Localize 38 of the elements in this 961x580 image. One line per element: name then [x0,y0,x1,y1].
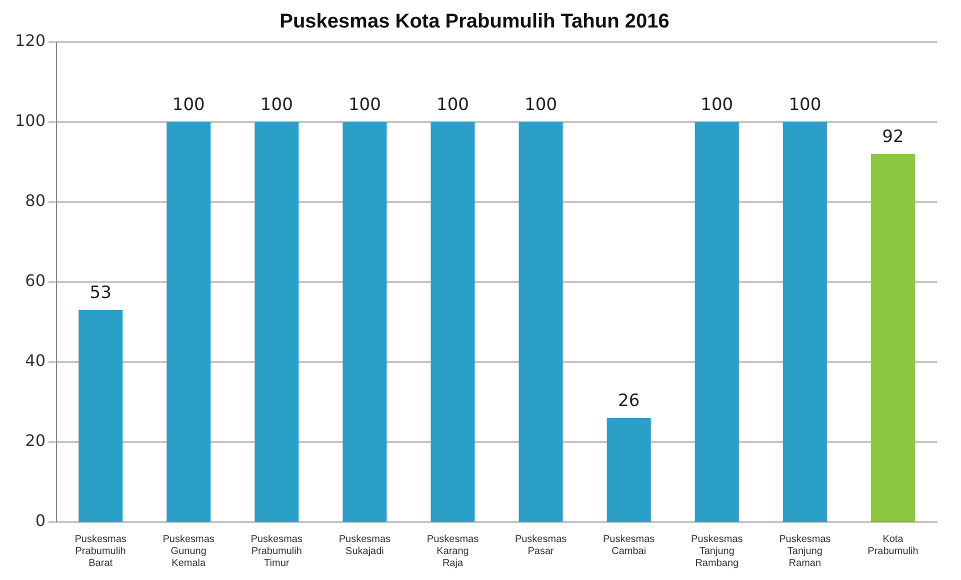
data-label: 100 [788,94,822,115]
y-tick-label: 0 [35,511,46,530]
x-tick-label: Puskesmas Tanjung Rambang [691,534,743,569]
y-tick-label: 60 [25,271,46,290]
x-tick-label: Puskesmas Sukajadi [338,534,391,557]
bar [342,122,387,522]
data-label: 100 [700,94,734,115]
x-tick-label: Puskesmas Gunung Kemala [162,534,214,569]
y-tick-label: 100 [14,111,46,130]
bar [870,154,915,522]
data-label: 26 [618,390,640,411]
bar [78,310,123,522]
bar [694,122,739,522]
bar [518,122,563,522]
y-tick-label: 80 [25,191,46,210]
data-label: 100 [348,94,381,115]
x-tick-label: Puskesmas Prabumulih Timur [250,534,302,569]
x-tick-label: Puskesmas Cambai [602,534,655,557]
y-tick-label: 120 [14,31,46,50]
data-label: 100 [524,94,558,115]
data-label: 100 [436,94,469,115]
bar [166,122,211,522]
y-tick-label: 20 [25,431,46,450]
bar [254,122,299,522]
bar [606,418,651,522]
x-tick-label: Puskesmas Karang Raja [426,534,479,569]
y-tick-label: 40 [25,351,46,370]
data-label: 100 [260,94,293,115]
x-tick-label: Puskesmas Pasar [514,534,567,557]
bar [430,122,475,522]
data-label: 100 [172,94,205,115]
chart-title: Puskesmas Kota Prabumulih Tahun 2016 [280,10,670,33]
data-label: 53 [90,282,112,303]
x-tick-label: Puskesmas Tanjung Raman [779,534,831,569]
data-label: 92 [882,126,904,147]
x-tick-label: Puskesmas Prabumulih Barat [74,534,126,569]
x-tick-label: Kota Prabumulih [868,534,918,557]
bar [782,122,827,522]
